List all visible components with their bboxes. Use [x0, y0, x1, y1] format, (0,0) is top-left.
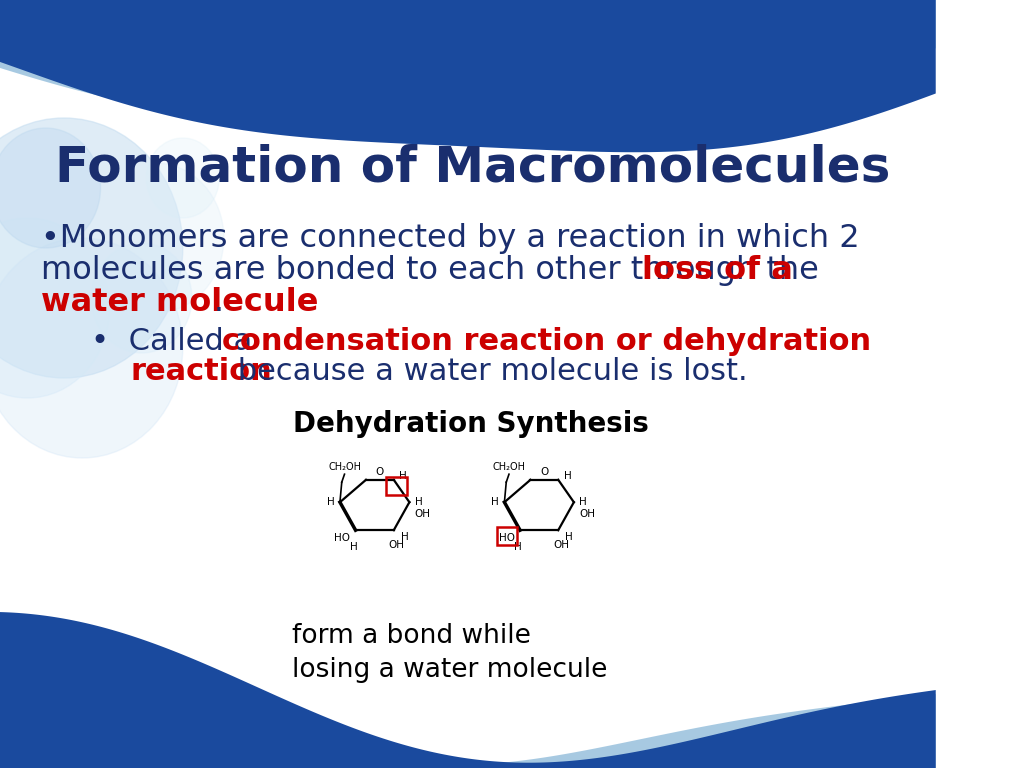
Text: H: H: [415, 497, 423, 507]
Circle shape: [0, 218, 110, 398]
Text: H: H: [350, 542, 357, 552]
Text: H: H: [564, 471, 571, 481]
Bar: [386, 477, 407, 495]
Circle shape: [0, 118, 182, 378]
Polygon shape: [0, 0, 936, 152]
Text: O: O: [541, 467, 549, 477]
Text: •  Called a: • Called a: [91, 327, 262, 356]
Text: H: H: [580, 497, 587, 507]
Text: molecules are bonded to each other through the: molecules are bonded to each other throu…: [41, 255, 829, 286]
Circle shape: [0, 238, 182, 458]
Text: H: H: [492, 497, 499, 507]
Bar: [498, 527, 517, 545]
Text: H: H: [327, 497, 335, 507]
Text: H: H: [399, 471, 407, 481]
Circle shape: [146, 138, 219, 218]
Text: loss of a: loss of a: [642, 255, 794, 286]
Text: CH₂OH: CH₂OH: [493, 462, 525, 472]
Text: Formation of Macromolecules: Formation of Macromolecules: [55, 143, 890, 191]
Text: CH₂OH: CH₂OH: [328, 462, 361, 472]
Text: form a bond while
losing a water molecule: form a bond while losing a water molecul…: [293, 623, 608, 683]
Polygon shape: [0, 612, 936, 768]
Text: Dehydration Synthesis: Dehydration Synthesis: [293, 410, 648, 438]
Bar: [265, 375, 676, 635]
Text: .: .: [214, 287, 224, 318]
Text: reaction: reaction: [131, 357, 272, 386]
Text: O: O: [376, 467, 384, 477]
Text: H: H: [565, 532, 573, 542]
Text: HO: HO: [499, 533, 514, 543]
Text: H: H: [514, 542, 522, 552]
Text: •Monomers are connected by a reaction in which 2: •Monomers are connected by a reaction in…: [41, 223, 860, 254]
Text: OH: OH: [415, 509, 431, 519]
Text: H: H: [400, 532, 409, 542]
Circle shape: [87, 163, 224, 313]
Polygon shape: [0, 0, 936, 121]
Polygon shape: [0, 644, 936, 768]
Text: HO: HO: [334, 533, 350, 543]
Text: water molecule: water molecule: [41, 287, 318, 318]
Circle shape: [91, 243, 191, 353]
Circle shape: [0, 128, 100, 248]
Text: condensation reaction or dehydration: condensation reaction or dehydration: [222, 327, 871, 356]
Text: OH: OH: [388, 540, 404, 550]
Text: because a water molecule is lost.: because a water molecule is lost.: [227, 357, 748, 386]
Text: OH: OH: [553, 540, 569, 550]
Text: OH: OH: [580, 509, 595, 519]
